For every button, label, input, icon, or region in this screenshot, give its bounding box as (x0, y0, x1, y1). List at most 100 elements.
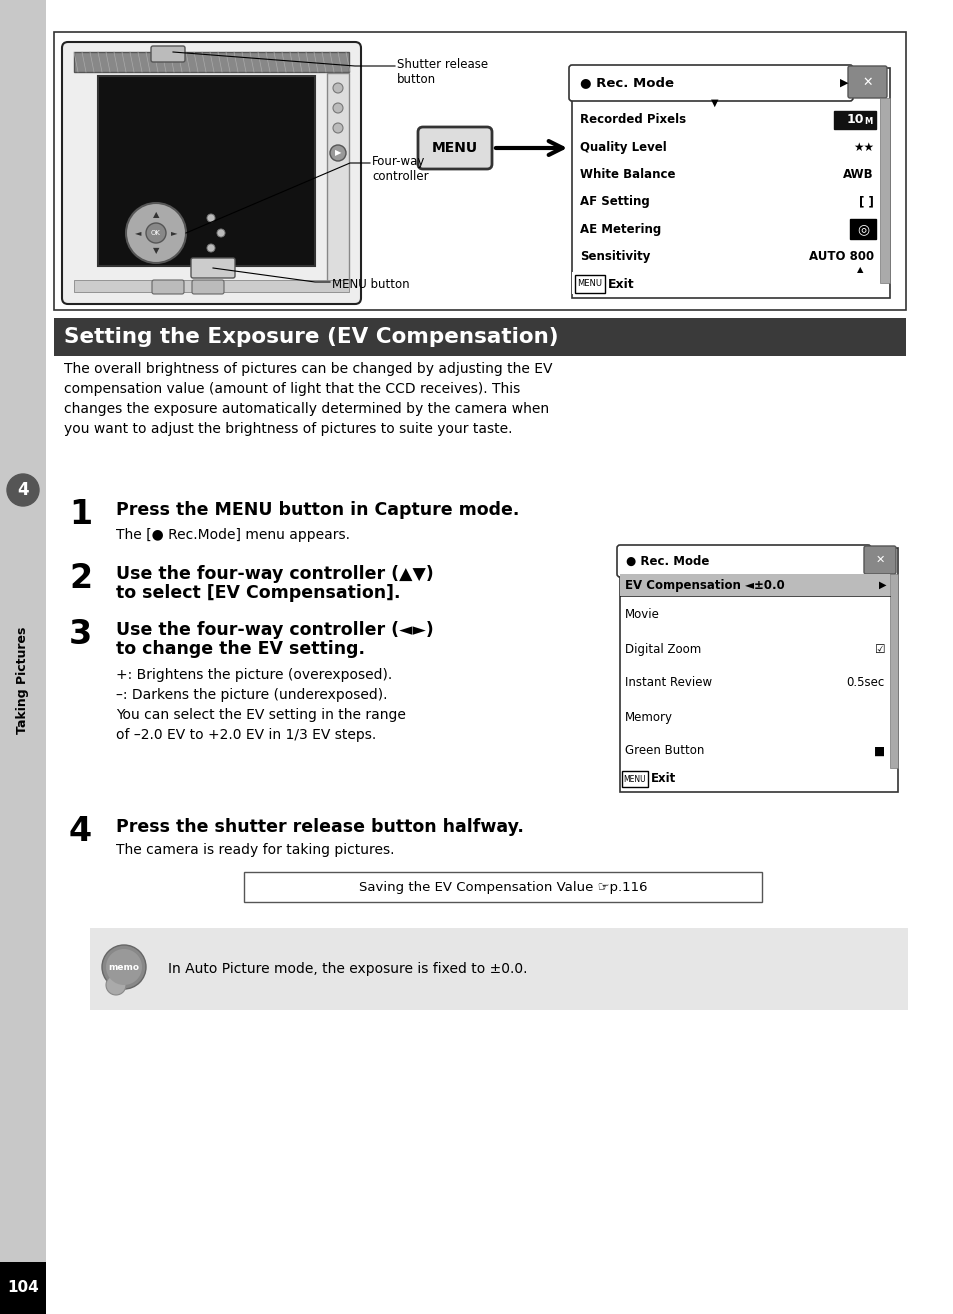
Text: ✕: ✕ (862, 75, 872, 88)
Text: 10: 10 (845, 113, 862, 126)
Bar (90, 928, 907, 1010)
Text: ▲: ▲ (152, 210, 159, 219)
Text: ▲: ▲ (856, 265, 862, 275)
Text: 4: 4 (69, 815, 92, 848)
FancyBboxPatch shape (151, 46, 185, 62)
Circle shape (333, 102, 343, 113)
Text: MENU button: MENU button (332, 279, 409, 290)
Text: ▼: ▼ (710, 99, 718, 108)
Text: Movie: Movie (624, 608, 659, 622)
Text: Green Button: Green Button (624, 745, 703, 757)
FancyBboxPatch shape (62, 42, 360, 304)
Text: Exit: Exit (607, 277, 634, 290)
Bar (0, 1261, 46, 1314)
Circle shape (7, 474, 39, 506)
Text: MENU: MENU (577, 280, 602, 289)
FancyBboxPatch shape (617, 545, 870, 577)
Text: Four-way
controller: Four-way controller (372, 155, 428, 183)
Circle shape (207, 214, 214, 222)
FancyBboxPatch shape (152, 280, 184, 294)
Text: ● Rec. Mode: ● Rec. Mode (579, 76, 673, 89)
Text: Taking Pictures: Taking Pictures (16, 627, 30, 733)
FancyBboxPatch shape (191, 258, 234, 279)
Text: to select [EV Compensation].: to select [EV Compensation]. (116, 583, 400, 602)
Circle shape (333, 83, 343, 93)
Bar (572, 68, 889, 298)
Bar (98, 76, 314, 265)
Text: Digital Zoom: Digital Zoom (624, 643, 700, 656)
FancyBboxPatch shape (621, 771, 647, 787)
Text: ■: ■ (873, 745, 884, 757)
Bar (619, 574, 889, 597)
Text: ▶: ▶ (840, 78, 847, 88)
Text: 3: 3 (69, 618, 92, 650)
Text: ▶: ▶ (335, 148, 341, 158)
Text: Memory: Memory (624, 711, 672, 724)
FancyBboxPatch shape (568, 64, 852, 101)
Circle shape (106, 975, 126, 995)
Text: AF Setting: AF Setting (579, 196, 649, 208)
Text: MENU: MENU (432, 141, 477, 155)
Bar (54, 318, 905, 356)
FancyBboxPatch shape (863, 547, 895, 574)
Text: memo: memo (109, 962, 139, 971)
FancyBboxPatch shape (192, 280, 224, 294)
Text: 1: 1 (69, 498, 92, 531)
Circle shape (102, 945, 146, 989)
Bar (833, 110, 875, 129)
Text: ✕: ✕ (875, 555, 883, 565)
Circle shape (216, 229, 225, 237)
Text: EV Compensation ◄±0.0: EV Compensation ◄±0.0 (624, 578, 784, 591)
Bar (74, 280, 349, 292)
Text: AWB: AWB (842, 168, 873, 181)
Bar (849, 219, 875, 239)
Circle shape (146, 223, 166, 243)
Text: Quality Level: Quality Level (579, 141, 666, 154)
Bar (54, 32, 905, 310)
Text: White Balance: White Balance (579, 168, 675, 181)
Bar (889, 574, 897, 767)
Text: Sensitivity: Sensitivity (579, 250, 650, 263)
Text: ★★: ★★ (852, 141, 873, 154)
Text: 0.5sec: 0.5sec (846, 677, 884, 690)
Text: ◎: ◎ (857, 219, 871, 238)
Text: Press the shutter release button halfway.: Press the shutter release button halfway… (116, 819, 523, 836)
Text: to change the EV setting.: to change the EV setting. (116, 640, 365, 658)
Text: +: Brightens the picture (overexposed).
–: Darkens the picture (underexposed).
Y: +: Brightens the picture (overexposed). … (116, 668, 405, 742)
Text: M: M (863, 117, 871, 126)
Text: The camera is ready for taking pictures.: The camera is ready for taking pictures. (116, 844, 395, 857)
Text: OK: OK (151, 230, 161, 237)
Text: 4: 4 (17, 481, 29, 499)
Text: Saving the EV Compensation Value ☞p.116: Saving the EV Compensation Value ☞p.116 (358, 880, 646, 894)
FancyBboxPatch shape (417, 127, 492, 170)
Text: ◎: ◎ (856, 222, 868, 237)
Text: 104: 104 (7, 1281, 39, 1296)
Text: AUTO 800: AUTO 800 (808, 250, 873, 263)
Bar (572, 272, 879, 294)
Bar (619, 548, 897, 792)
Bar (244, 872, 761, 901)
Bar (0, 0, 46, 1314)
Text: The [● Rec.Mode] menu appears.: The [● Rec.Mode] menu appears. (116, 528, 350, 541)
FancyBboxPatch shape (575, 275, 604, 293)
Text: Exit: Exit (650, 773, 676, 786)
Text: [ ]: [ ] (859, 196, 873, 208)
Text: ● Rec. Mode: ● Rec. Mode (625, 555, 709, 568)
Text: Use the four-way controller (▲▼): Use the four-way controller (▲▼) (116, 565, 434, 583)
Bar (74, 53, 349, 72)
Text: Shutter release
button: Shutter release button (396, 58, 488, 85)
Text: ◄: ◄ (134, 229, 141, 238)
Text: Setting the Exposure (EV Compensation): Setting the Exposure (EV Compensation) (64, 327, 558, 347)
Bar (327, 74, 349, 283)
Text: 2: 2 (69, 562, 92, 595)
FancyBboxPatch shape (847, 66, 886, 99)
Circle shape (126, 202, 186, 263)
Text: In Auto Picture mode, the exposure is fixed to ±0.0.: In Auto Picture mode, the exposure is fi… (168, 962, 527, 976)
Circle shape (207, 244, 214, 252)
Text: The overall brightness of pictures can be changed by adjusting the EV
compensati: The overall brightness of pictures can b… (64, 361, 552, 436)
Text: ▶: ▶ (878, 579, 885, 590)
Text: ►: ► (171, 229, 177, 238)
Bar (879, 99, 889, 283)
Text: Use the four-way controller (◄►): Use the four-way controller (◄►) (116, 622, 434, 639)
Text: AE Metering: AE Metering (579, 222, 660, 235)
